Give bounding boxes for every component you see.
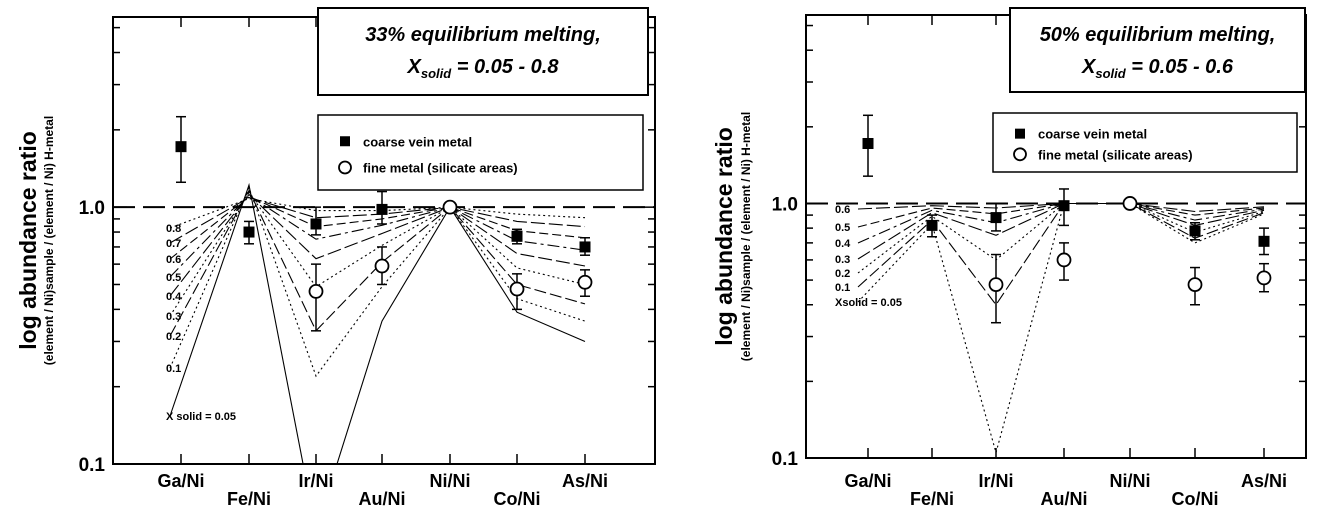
x-category-label: Co/Ni	[494, 489, 541, 509]
data-point-square	[926, 219, 938, 231]
data-point-square	[376, 203, 388, 215]
annotation-subscript: solid	[1095, 66, 1126, 81]
annotation-box	[317, 7, 649, 96]
y-axis-sublabel: (element / Ni)sample / (element / Ni) H-…	[739, 112, 753, 361]
annotation-line-1: 50% equilibrium melting,	[1040, 24, 1276, 46]
x-category-label: As/Ni	[1241, 471, 1287, 491]
annotation-range: = 0.05 - 0.8	[451, 56, 559, 78]
x-category-label: Ni/Ni	[1109, 471, 1150, 491]
model-curve-label: 0.2	[166, 331, 181, 343]
annotation-x: X	[1081, 56, 1097, 78]
data-point-square	[579, 241, 591, 253]
data-point-square	[1058, 200, 1070, 212]
legend-marker-circle	[338, 160, 352, 175]
legend-marker-circle	[1013, 147, 1027, 162]
model-curve-label: 0.3	[166, 311, 181, 323]
data-point-circle	[988, 277, 1004, 292]
model-curve-label: 0.7	[166, 238, 181, 250]
model-curve-label: 0.1	[835, 282, 850, 294]
legend-marker-square	[340, 136, 350, 147]
x-category-label: Fe/Ni	[910, 489, 954, 509]
y-axis-sublabel: (element / Ni)sample / (element / Ni) H-…	[42, 116, 56, 365]
legend-box	[317, 114, 644, 191]
model-curve-label: 0.3	[835, 254, 850, 266]
data-point-square	[1258, 235, 1270, 247]
annotation-line-2: Xsolid = 0.05 - 0.8	[407, 56, 560, 81]
series-coarse-vein-metal	[862, 114, 1270, 256]
annotation-x: X	[407, 56, 423, 78]
data-point-square	[243, 226, 255, 238]
x-category-label: As/Ni	[562, 471, 608, 491]
model-curve	[169, 189, 586, 337]
series-fine-metal	[308, 199, 593, 332]
model-curve	[169, 182, 586, 464]
legend-entry: coarse vein metal	[363, 134, 472, 149]
data-point-circle	[442, 199, 458, 215]
model-curve	[169, 191, 586, 317]
model-curve	[169, 194, 586, 278]
x-category-label: Ni/Ni	[429, 471, 470, 491]
model-curve-label: Xsolid = 0.05	[835, 297, 902, 309]
x-category-label: Au/Ni	[359, 489, 406, 509]
x-category-label: Co/Ni	[1172, 489, 1219, 509]
data-point-square	[310, 218, 322, 230]
model-curves	[857, 202, 1265, 455]
annotation-line-2: Xsolid = 0.05 - 0.6	[1081, 56, 1234, 81]
model-curves	[169, 182, 586, 464]
model-curve	[857, 202, 1265, 455]
model-curve-label: X solid = 0.05	[166, 411, 236, 423]
model-curve-label: 0.6	[835, 204, 850, 216]
y-axis-label: log abundance ratio	[711, 127, 737, 346]
model-curve-label: 0.2	[835, 268, 850, 280]
data-point-circle	[577, 274, 593, 290]
data-point-square	[511, 230, 523, 242]
data-point-circle	[308, 283, 324, 299]
y-axis-label: log abundance ratio	[15, 131, 41, 350]
data-point-square	[1189, 225, 1201, 237]
y-tick-label: 0.1	[772, 449, 799, 470]
annotation-range: = 0.05 - 0.6	[1126, 56, 1234, 78]
annotation-subscript: solid	[421, 66, 452, 81]
annotation-box	[1009, 7, 1306, 93]
model-curve-label: 0.4	[835, 238, 851, 250]
model-curve-label: 0.8	[166, 223, 181, 235]
legend-entry: fine metal (silicate areas)	[1038, 147, 1193, 162]
x-category-label: Fe/Ni	[227, 489, 271, 509]
model-curve-label: 0.6	[166, 254, 181, 266]
data-point-circle	[1056, 252, 1072, 268]
y-tick-label: 1.0	[772, 194, 798, 215]
x-category-label: Ga/Ni	[157, 471, 204, 491]
legend-marker-square	[1015, 128, 1025, 139]
model-curve-label: 0.4	[166, 291, 182, 303]
legend-entry: coarse vein metal	[1038, 127, 1147, 142]
data-point-circle	[1122, 196, 1138, 211]
model-curve-label: 0.5	[835, 222, 850, 234]
data-point-circle	[1256, 270, 1272, 286]
data-point-square	[175, 141, 187, 153]
chart-panel-left: 0.1 1.0 Ga/Ni Fe/Ni Ir/Ni Au/Ni Ni/Ni Co/Ni As/N…	[15, 7, 656, 509]
x-category-label: Ga/Ni	[844, 471, 891, 491]
data-point-circle	[1187, 277, 1203, 292]
data-point-circle	[509, 281, 525, 297]
data-point-square	[862, 138, 874, 150]
annotation-line-1: 33% equilibrium melting,	[365, 24, 601, 46]
x-category-label: Au/Ni	[1041, 489, 1088, 509]
legend-box	[992, 112, 1298, 173]
legend-entry: fine metal (silicate areas)	[363, 161, 518, 176]
x-category-label: Ir/Ni	[298, 471, 333, 491]
series-fine-metal	[988, 196, 1272, 324]
series-coarse-vein-metal	[175, 115, 591, 256]
x-category-label: Ir/Ni	[978, 471, 1013, 491]
model-curve-label: 0.1	[166, 363, 181, 375]
model-curve	[169, 193, 586, 297]
chart-panel-right: 0.1 1.0 Ga/Ni Fe/Ni Ir/Ni Au/Ni Ni/Ni Co/Ni As/N…	[711, 7, 1307, 509]
model-curve-label: 0.5	[166, 272, 181, 284]
y-tick-label: 1.0	[79, 198, 105, 219]
data-point-circle	[374, 258, 390, 274]
data-point-square	[990, 212, 1002, 224]
y-tick-label: 0.1	[79, 455, 106, 476]
